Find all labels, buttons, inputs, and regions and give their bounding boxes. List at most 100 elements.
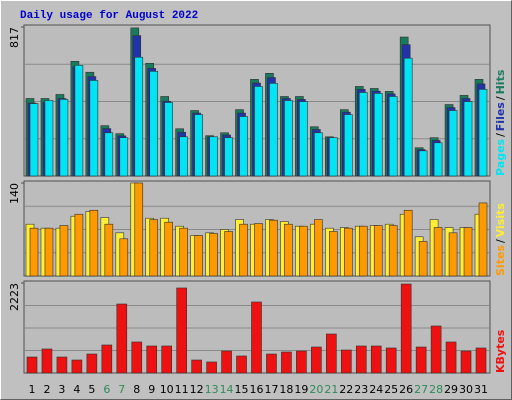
x-tick-label: 19	[294, 383, 308, 396]
y-tick-label: 2223	[8, 283, 21, 311]
legend-entry: Hits	[494, 69, 507, 94]
bar	[475, 347, 487, 374]
bar	[164, 221, 173, 277]
bar	[104, 132, 114, 177]
x-tick-label: 8	[133, 383, 140, 396]
x-tick-label: 29	[444, 383, 458, 396]
legend: KBytes	[494, 329, 507, 373]
bar	[59, 225, 69, 277]
bar	[254, 223, 263, 277]
x-tick-label: 15	[235, 383, 249, 396]
x-tick-label: 31	[474, 383, 488, 396]
bar	[329, 137, 338, 177]
x-tick-label: 14	[220, 383, 234, 396]
bar	[418, 241, 428, 277]
bar	[343, 227, 353, 277]
bar	[370, 345, 382, 374]
bar	[358, 225, 368, 277]
x-tick-label: 21	[324, 383, 338, 396]
bar	[445, 341, 457, 374]
bar	[26, 356, 38, 374]
legend: Pages/Files/Hits	[494, 69, 507, 176]
bar	[131, 341, 143, 374]
bar	[460, 350, 472, 374]
y-tick-label: 140	[8, 183, 21, 204]
legend-separator: /	[494, 239, 507, 243]
bar	[299, 225, 308, 277]
bar	[388, 225, 398, 277]
bar	[56, 356, 68, 374]
bar	[194, 114, 203, 177]
bar	[176, 287, 187, 374]
bar	[149, 71, 159, 177]
x-tick-label: 12	[190, 383, 204, 396]
bar	[119, 238, 129, 277]
legend-entry: Visits	[494, 203, 507, 238]
bar	[299, 101, 308, 177]
bar	[206, 361, 217, 374]
x-tick-label: 7	[118, 383, 125, 396]
bar	[385, 347, 397, 374]
legend-entry: Pages	[494, 138, 507, 176]
bar	[478, 202, 488, 277]
bar	[433, 227, 443, 277]
bar	[254, 86, 263, 177]
x-tick-label: 13	[205, 383, 219, 396]
x-tick-label: 26	[399, 383, 413, 396]
bar	[191, 359, 202, 374]
bar	[179, 136, 188, 177]
bar	[44, 100, 54, 177]
bar	[314, 132, 323, 177]
bar	[209, 233, 218, 277]
bar	[71, 359, 83, 374]
bar	[448, 232, 458, 277]
legend-entry: Files	[494, 102, 507, 132]
x-tick-label: 17	[264, 383, 278, 396]
bar	[343, 114, 353, 177]
bar	[251, 301, 262, 374]
x-tick-label: 9	[148, 383, 155, 396]
y-tick-label: 817	[8, 27, 21, 48]
bar	[239, 116, 248, 177]
x-tick-label: 3	[58, 383, 65, 396]
x-tick-label: 5	[88, 383, 95, 396]
bar	[269, 83, 278, 177]
bar	[281, 351, 292, 374]
bar	[179, 227, 188, 277]
bar	[134, 182, 144, 277]
chart-title: Daily usage for August 2022	[20, 10, 198, 22]
bar	[74, 64, 84, 177]
x-tick-label: 27	[414, 383, 428, 396]
bar	[284, 100, 293, 177]
bar	[418, 150, 428, 177]
x-tick-label: 2	[43, 383, 50, 396]
bar	[403, 57, 413, 177]
bar	[59, 99, 69, 177]
bar	[29, 103, 39, 177]
bar	[104, 223, 114, 277]
bar	[41, 348, 53, 374]
x-tick-label: 16	[250, 383, 264, 396]
bar	[403, 209, 413, 277]
bar	[116, 303, 128, 374]
bar	[74, 213, 84, 277]
bar	[89, 209, 99, 277]
x-tick-label: 11	[175, 383, 189, 396]
bar	[134, 56, 144, 177]
bar	[236, 355, 247, 374]
bar	[86, 353, 98, 374]
bar	[373, 225, 383, 277]
x-tick-label: 30	[459, 383, 473, 396]
bar	[101, 344, 113, 374]
x-tick-label: 1	[29, 383, 36, 396]
bar	[478, 89, 488, 177]
legend-separator: /	[494, 96, 507, 100]
bar	[311, 346, 322, 374]
bar	[400, 283, 412, 374]
legend-entry: KBytes	[494, 329, 507, 373]
bar	[373, 93, 383, 177]
bar	[430, 325, 442, 374]
bar	[89, 80, 99, 177]
legend-separator: /	[494, 133, 507, 137]
